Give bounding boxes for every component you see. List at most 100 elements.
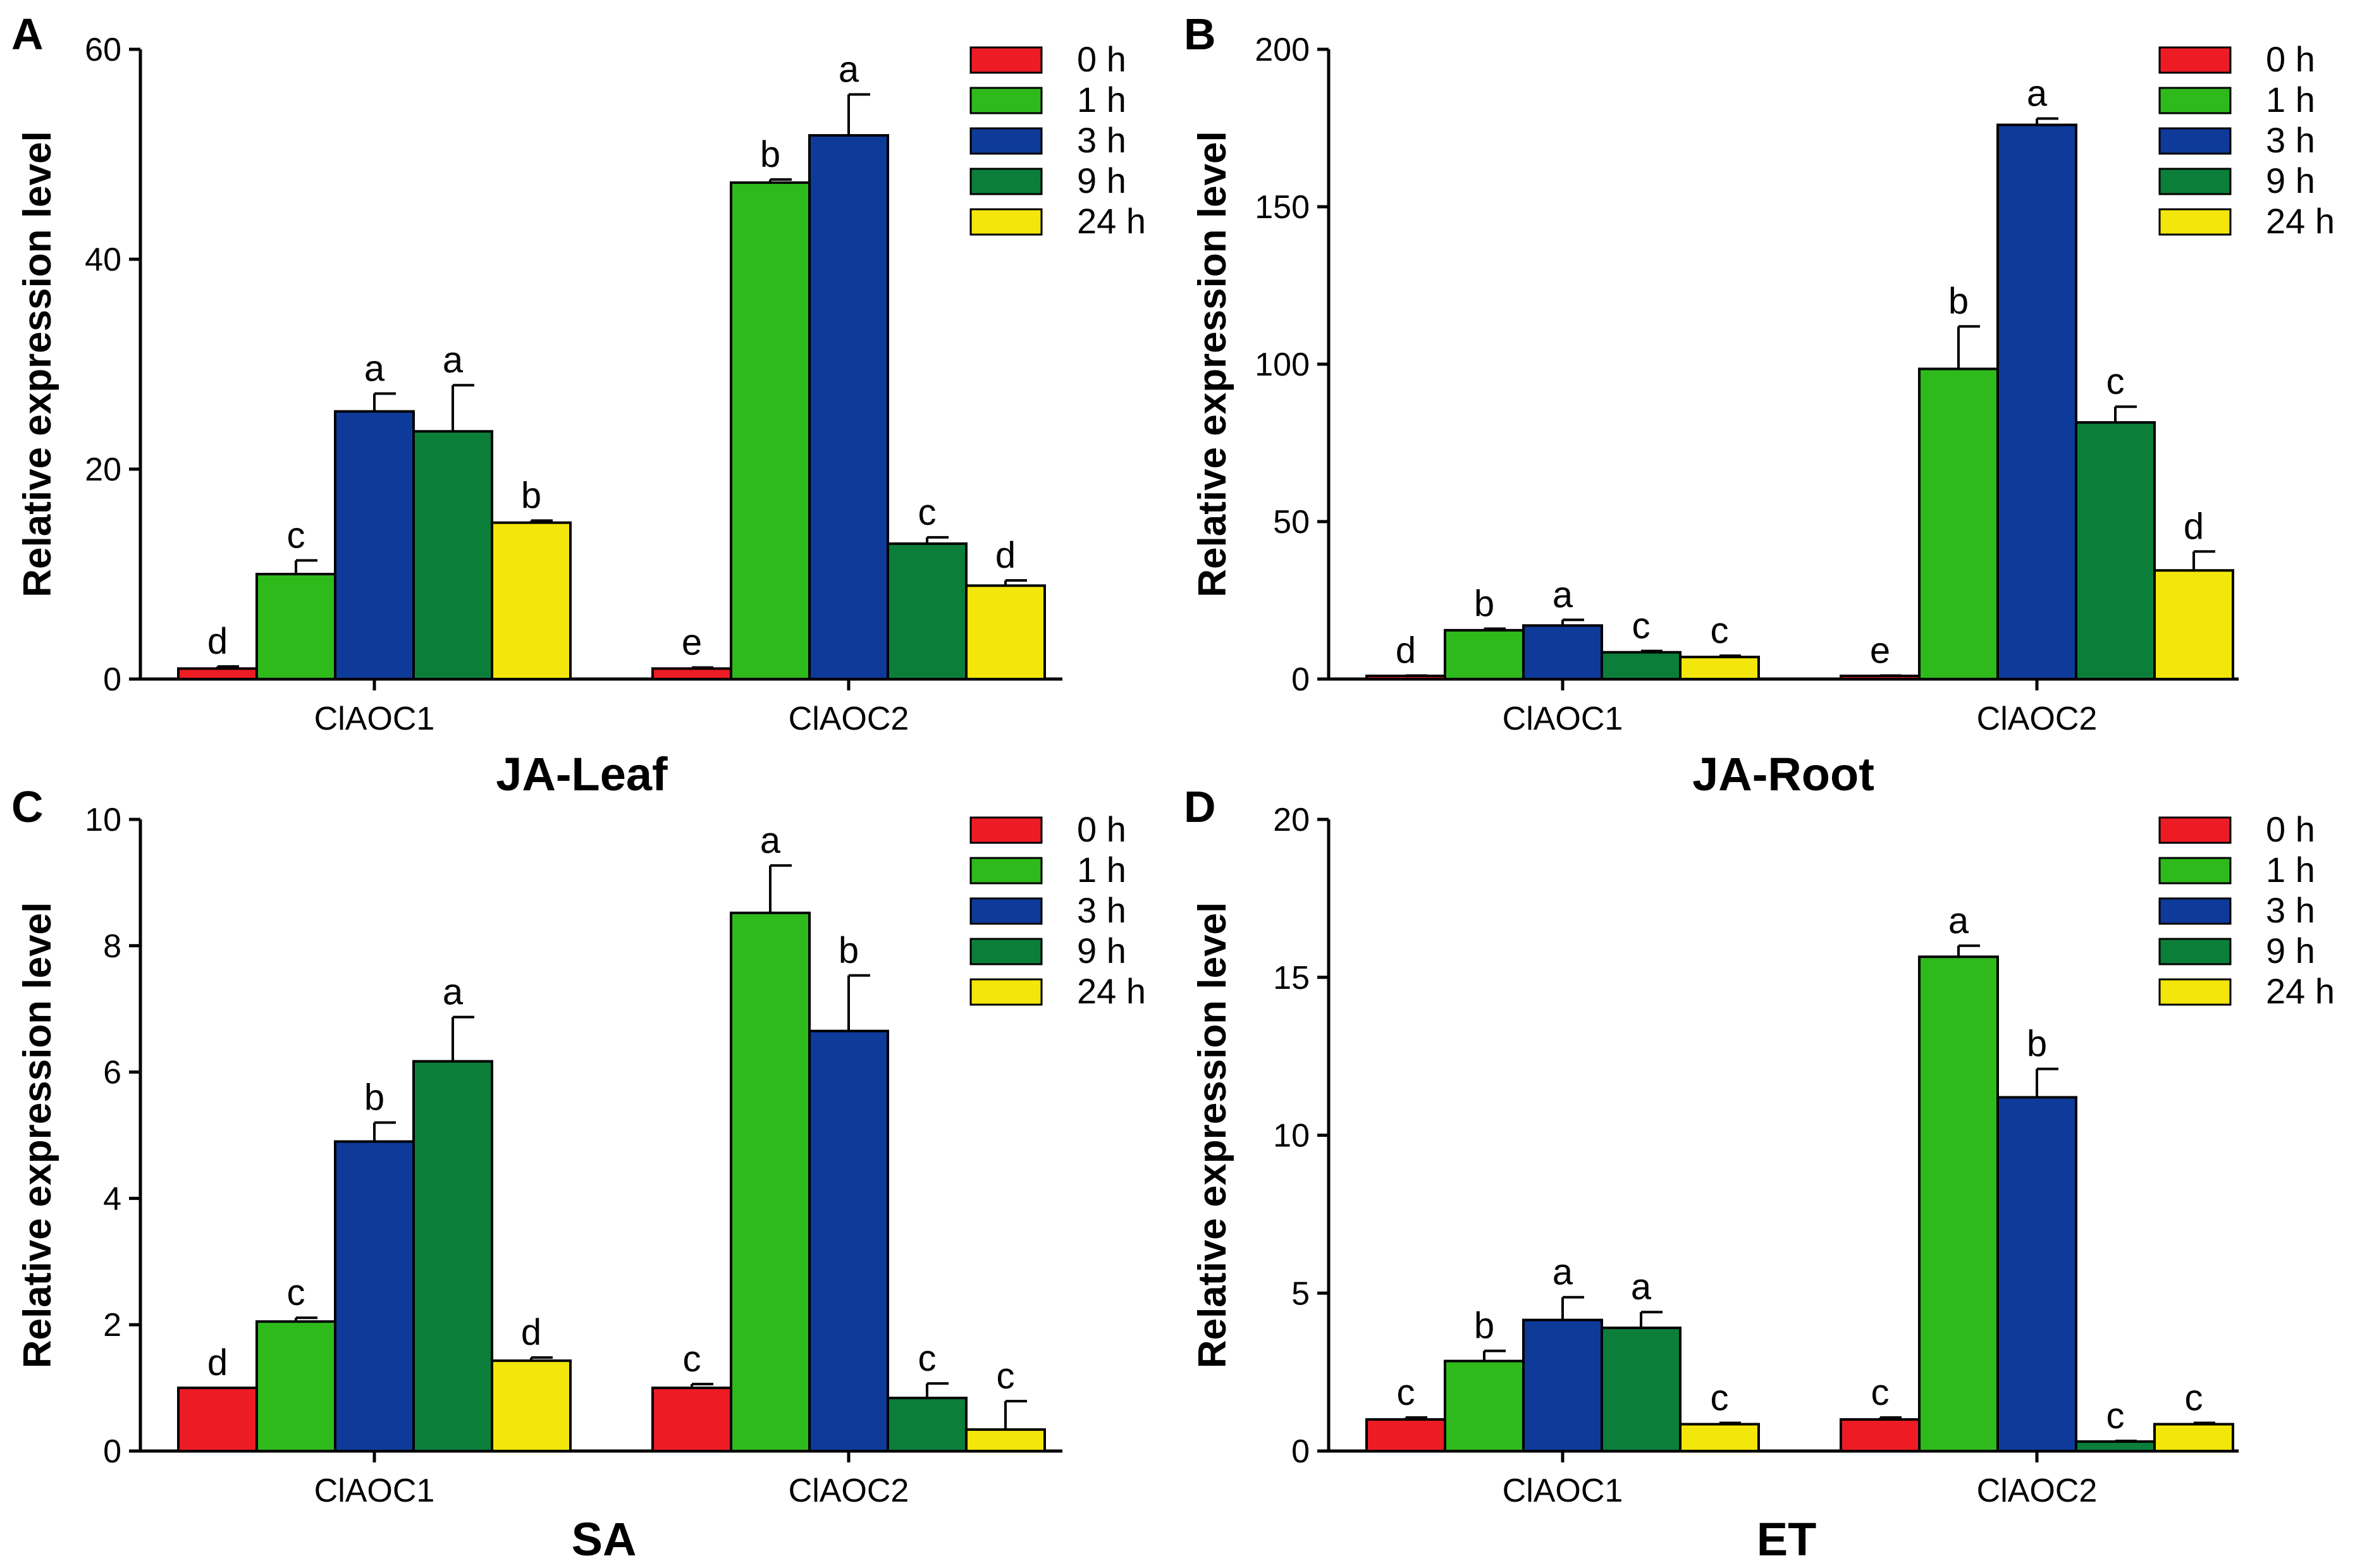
- y-tick-label: 10: [1273, 1118, 1310, 1155]
- y-axis-label: Relative expression level: [16, 902, 59, 1369]
- significance-letter: a: [443, 340, 464, 381]
- category-label: ClAOC2: [1977, 1473, 2098, 1509]
- legend-swatch: [969, 938, 1043, 965]
- significance-letter: c: [997, 1356, 1015, 1397]
- legend-label: 24 h: [1077, 201, 1146, 241]
- significance-letter: c: [2106, 1395, 2125, 1436]
- legend-swatch: [2158, 127, 2232, 155]
- significance-letter: e: [1870, 630, 1890, 671]
- bar-ClAOC2-24h: [965, 584, 1046, 681]
- bar-ClAOC2-24h: [2153, 569, 2234, 680]
- y-tick-label: 6: [103, 1055, 121, 1091]
- significance-letter: b: [839, 930, 859, 971]
- legend-label: 1 h: [1077, 850, 1126, 890]
- y-tick-label: 200: [1255, 32, 1310, 68]
- bar-ClAOC1-24h: [491, 1359, 572, 1453]
- bar-ClAOC2-3h: [808, 1029, 889, 1453]
- significance-letter: a: [839, 49, 859, 90]
- category-label: ClAOC2: [1977, 701, 2098, 737]
- significance-letter: c: [2185, 1378, 2203, 1419]
- bar-ClAOC2-1h: [1918, 367, 1999, 680]
- significance-letter: c: [287, 515, 305, 556]
- legend-label: 24 h: [2266, 201, 2335, 241]
- bar-ClAOC1-3h: [334, 410, 415, 680]
- bar-ClAOC2-9h: [887, 542, 968, 680]
- legend-swatch: [2158, 816, 2232, 844]
- bar-ClAOC2-24h: [2153, 1423, 2234, 1452]
- panel-letter: A: [11, 9, 44, 59]
- legend-swatch: [2158, 208, 2232, 236]
- bar-ClAOC2-0h: [651, 667, 732, 681]
- y-tick-label: 50: [1273, 504, 1310, 541]
- bar-ClAOC2-3h: [808, 134, 889, 680]
- bar-ClAOC2-1h: [730, 911, 811, 1453]
- y-tick-label: 5: [1291, 1275, 1310, 1312]
- y-tick-label: 0: [1291, 661, 1310, 698]
- legend-label: 9 h: [1077, 161, 1126, 200]
- y-tick-label: 150: [1255, 189, 1310, 226]
- bar-ClAOC2-9h: [2075, 1440, 2156, 1452]
- significance-letter: c: [1871, 1372, 1890, 1413]
- legend: 0 h1 h3 h9 h24 h: [2158, 809, 2335, 1011]
- bar-ClAOC1-24h: [1679, 1423, 1760, 1452]
- bar-ClAOC2-3h: [1996, 1096, 2077, 1453]
- significance-letter: b: [760, 134, 780, 175]
- bar-ClAOC1-3h: [1522, 1318, 1603, 1453]
- legend-swatch: [2158, 938, 2232, 965]
- legend-swatch: [2158, 46, 2232, 74]
- legend-label: 9 h: [2266, 931, 2315, 971]
- significance-letter: c: [1711, 1378, 1729, 1419]
- bar-ClAOC1-3h: [334, 1140, 415, 1452]
- bar-ClAOC1-1h: [255, 573, 336, 680]
- bar-ClAOC1-9h: [1601, 1326, 1682, 1453]
- bar-ClAOC2-1h: [1918, 955, 1999, 1452]
- legend-label: 24 h: [2266, 971, 2335, 1011]
- panel-B: B Relative expression level 0 50 100 150 200 d b…: [1184, 9, 2335, 800]
- legend-swatch: [969, 46, 1043, 74]
- y-tick-label: 0: [1291, 1433, 1310, 1470]
- y-tick-label: 0: [103, 661, 121, 698]
- legend-label: 3 h: [1077, 890, 1126, 930]
- significance-letter: b: [2027, 1024, 2047, 1065]
- y-tick-label: 15: [1273, 960, 1310, 996]
- significance-letter: b: [364, 1077, 384, 1118]
- legend-swatch: [969, 816, 1043, 844]
- bar-ClAOC1-9h: [412, 1060, 493, 1452]
- category-label: ClAOC1: [314, 701, 435, 737]
- legend-label: 0 h: [1077, 39, 1126, 79]
- y-tick-label: 2: [103, 1307, 121, 1344]
- y-tick-label: 40: [85, 242, 121, 278]
- bar-ClAOC2-9h: [2075, 421, 2156, 680]
- bar-ClAOC2-9h: [887, 1397, 968, 1452]
- y-tick-label: 20: [1273, 802, 1310, 838]
- legend-label: 3 h: [2266, 120, 2315, 160]
- significance-letter: c: [918, 492, 937, 533]
- significance-letter: c: [1632, 606, 1651, 647]
- bar-ClAOC1-0h: [177, 667, 258, 681]
- panel-A: A Relative expression level 0 20 40 60 d c a a b Cl…: [11, 9, 1146, 800]
- significance-letter: a: [2027, 73, 2048, 114]
- bar-ClAOC2-0h: [651, 1387, 732, 1453]
- significance-letter: a: [364, 348, 385, 389]
- legend-swatch: [969, 168, 1043, 195]
- legend-swatch: [969, 897, 1043, 925]
- significance-letter: c: [683, 1338, 701, 1380]
- legend-label: 3 h: [1077, 120, 1126, 160]
- bar-ClAOC2-0h: [1840, 1418, 1921, 1453]
- significance-letter: c: [287, 1272, 305, 1313]
- y-tick-label: 100: [1255, 346, 1310, 383]
- legend-label: 1 h: [2266, 80, 2315, 119]
- panel-letter: B: [1184, 9, 1216, 59]
- legend-label: 0 h: [2266, 39, 2315, 79]
- legend-swatch: [2158, 978, 2232, 1006]
- significance-letter: a: [1948, 900, 1969, 941]
- legend-swatch: [969, 978, 1043, 1006]
- significance-letter: a: [1631, 1266, 1652, 1308]
- bar-ClAOC1-9h: [412, 430, 493, 680]
- bar-ClAOC2-1h: [730, 181, 811, 680]
- legend-label: 9 h: [1077, 931, 1126, 971]
- y-axis-label: Relative expression level: [1191, 131, 1234, 597]
- legend-swatch: [2158, 168, 2232, 195]
- panel-D: D Relative expression level 0 5 10 15 20 c b a a c C…: [1184, 782, 2335, 1565]
